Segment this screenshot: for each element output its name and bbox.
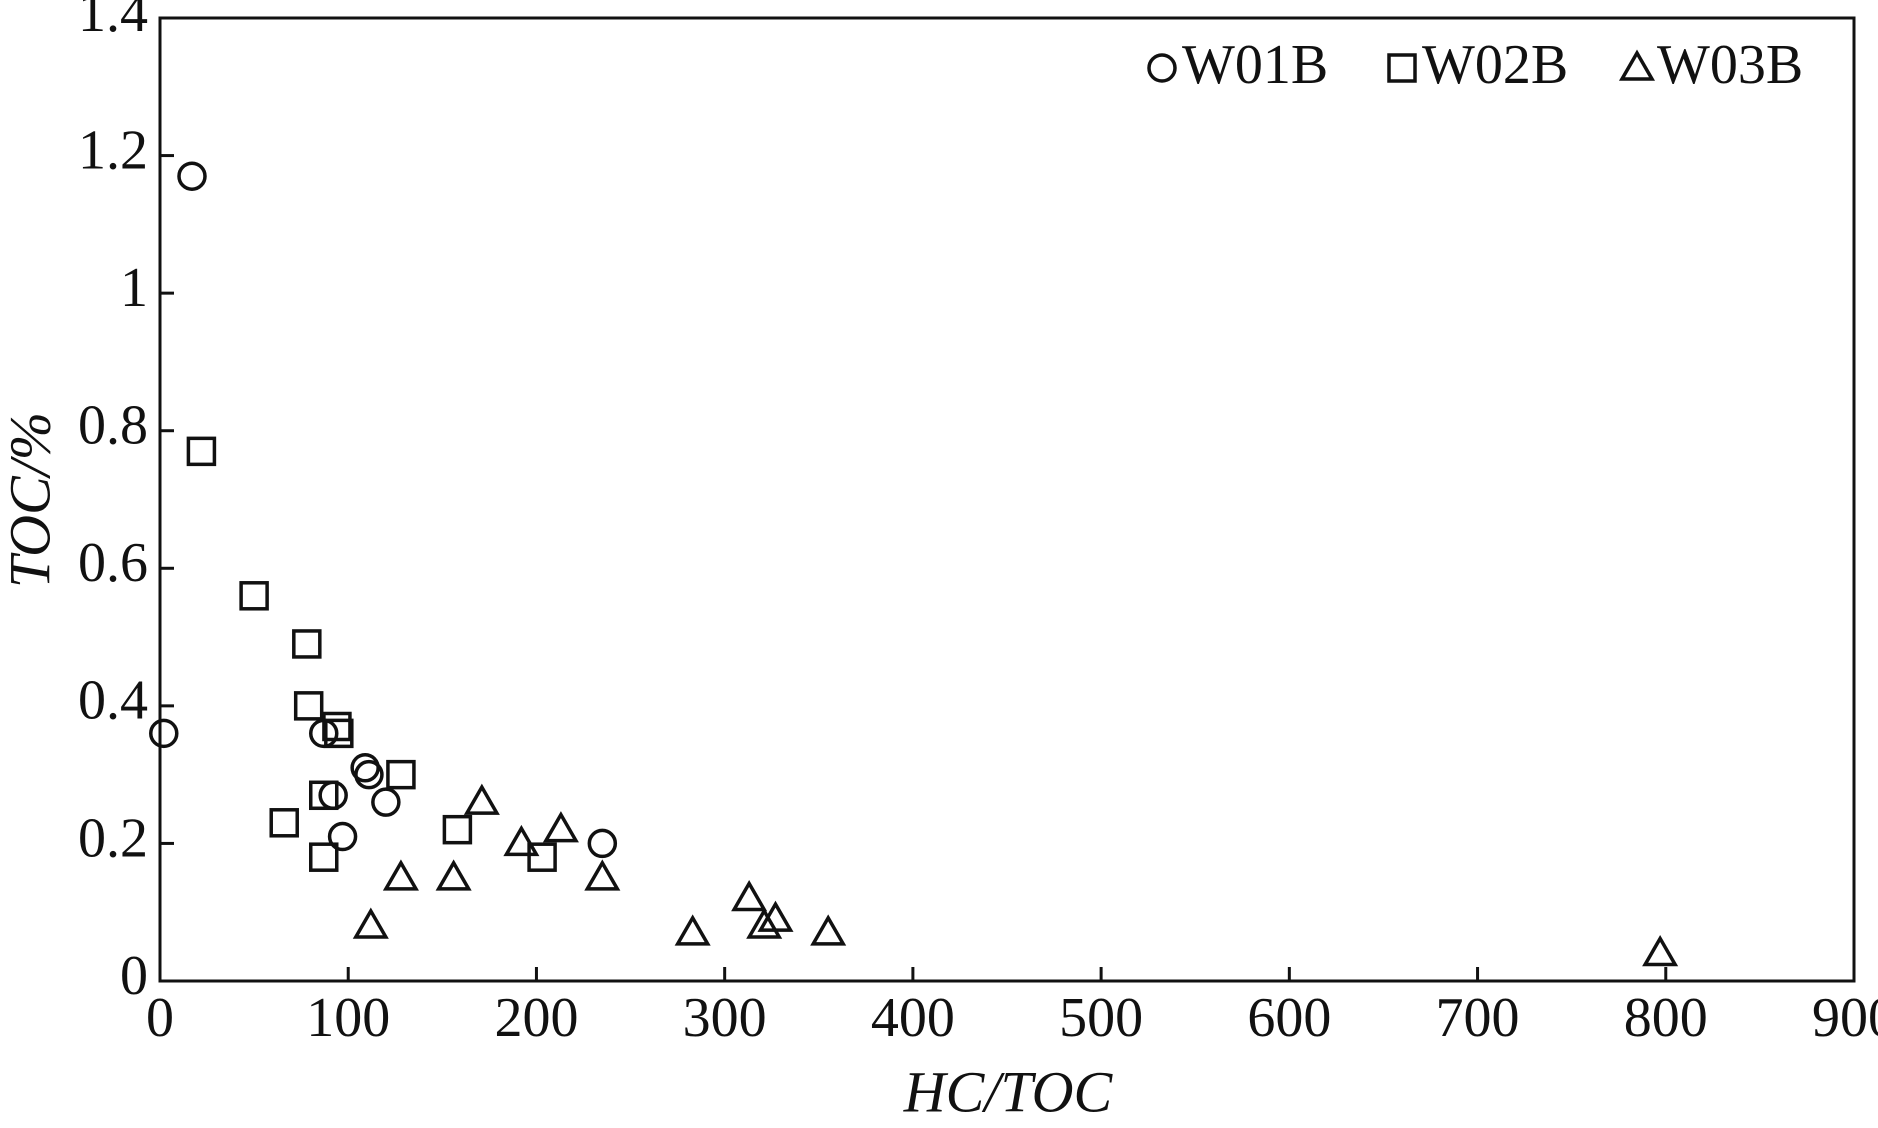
legend-marker: [1387, 53, 1417, 83]
point: [293, 691, 324, 721]
point: [318, 780, 348, 811]
y-tick-label: 0.2: [78, 807, 148, 869]
point: [382, 859, 419, 891]
point: [292, 629, 322, 659]
y-tick-label: 1.4: [78, 0, 148, 44]
legend-label: W02B: [1422, 34, 1568, 96]
point: [239, 581, 269, 611]
point: [442, 814, 473, 845]
point: [386, 759, 416, 790]
x-tick-label: 0: [146, 987, 174, 1049]
plot-frame: [158, 16, 1856, 983]
x-tick-label: 300: [683, 987, 767, 1049]
x-tick-label: 900: [1812, 987, 1878, 1049]
point: [309, 780, 339, 811]
x-tick-label: 800: [1624, 987, 1708, 1049]
point: [542, 811, 579, 843]
x-tick-label: 400: [871, 987, 955, 1049]
point: [327, 821, 358, 852]
point: [584, 859, 621, 891]
legend-label: W01B: [1182, 34, 1328, 96]
x-tick-label: 200: [494, 987, 578, 1049]
point: [322, 711, 352, 742]
point: [186, 436, 217, 467]
point: [674, 914, 711, 946]
y-tick-label: 1.2: [78, 119, 148, 181]
y-tick-label: 0.6: [78, 532, 148, 594]
point: [503, 824, 540, 857]
x-tick-label: 600: [1247, 987, 1331, 1049]
y-tick-label: 0.8: [78, 395, 148, 457]
y-tick-label: 0.4: [78, 670, 148, 732]
point: [463, 783, 500, 815]
point: [731, 879, 768, 912]
point: [371, 787, 401, 817]
legend-marker: [1618, 49, 1656, 81]
point: [352, 907, 389, 939]
point: [177, 161, 207, 191]
point: [810, 914, 847, 946]
point: [587, 828, 618, 859]
point: [324, 718, 354, 749]
x-axis-label: HC/TOC: [903, 1059, 1114, 1124]
legend-label: W03B: [1657, 34, 1803, 96]
point: [149, 718, 179, 749]
y-tick-label: 0: [120, 945, 148, 1007]
point: [435, 859, 472, 891]
point: [269, 808, 299, 838]
point: [527, 842, 557, 872]
legend-marker: [1147, 53, 1177, 83]
x-tick-label: 700: [1436, 987, 1520, 1049]
point: [746, 907, 783, 939]
y-tick-label: 1: [120, 257, 148, 319]
point: [1642, 934, 1679, 967]
x-tick-label: 100: [306, 987, 390, 1049]
point: [309, 842, 339, 872]
x-tick-label: 500: [1059, 987, 1143, 1049]
y-axis-label: TOC/%: [0, 412, 62, 588]
point: [354, 759, 384, 790]
